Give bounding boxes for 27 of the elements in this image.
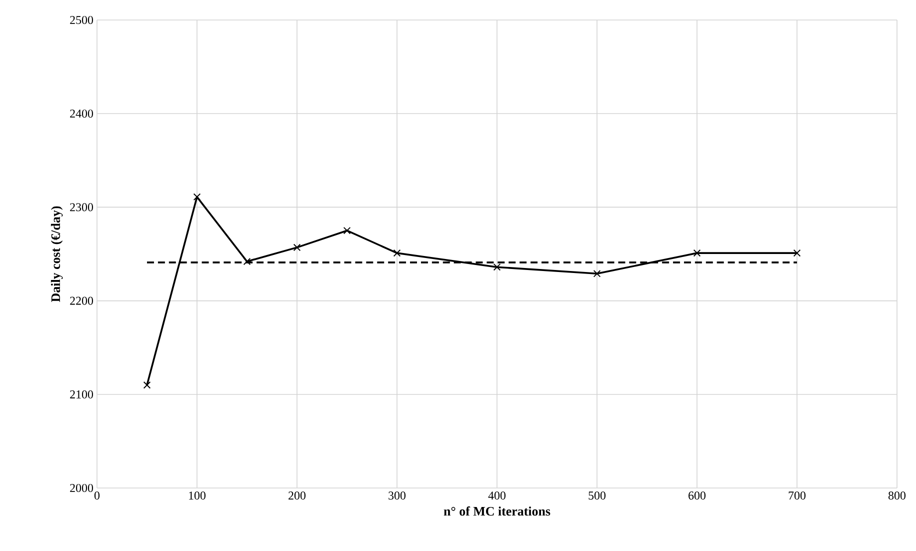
point bbox=[243, 258, 251, 266]
x-tick-label: 200 bbox=[288, 492, 306, 500]
x-tick-label: 500 bbox=[588, 492, 606, 500]
y-tick-label: 2500 bbox=[70, 16, 94, 24]
x-tick-label: 100 bbox=[189, 492, 206, 500]
y-tick-label: 2000 bbox=[70, 484, 94, 492]
point bbox=[493, 263, 501, 271]
y-tick-label: 2400 bbox=[70, 110, 94, 118]
point bbox=[793, 249, 801, 257]
point bbox=[693, 249, 701, 257]
y-tick-label: 2300 bbox=[70, 203, 94, 212]
y-tick-label: 2100 bbox=[70, 390, 94, 398]
x-tick-label: 700 bbox=[788, 492, 806, 500]
x-axis-title: n° of MC iterations bbox=[444, 506, 550, 516]
x-tick-label: 800 bbox=[888, 492, 906, 500]
x-tick-label: 400 bbox=[488, 492, 506, 500]
y-tick-label: 2200 bbox=[70, 296, 94, 305]
x-tick-label: 0 bbox=[94, 492, 100, 500]
x-tick-label: 600 bbox=[688, 492, 706, 500]
point bbox=[343, 226, 351, 234]
x-tick-label: 300 bbox=[388, 492, 406, 500]
point bbox=[393, 249, 401, 257]
point bbox=[293, 244, 301, 252]
point bbox=[593, 270, 601, 278]
point bbox=[143, 381, 151, 389]
y-axis-title: Daily cost (€/day) bbox=[50, 206, 63, 302]
point bbox=[193, 193, 201, 201]
